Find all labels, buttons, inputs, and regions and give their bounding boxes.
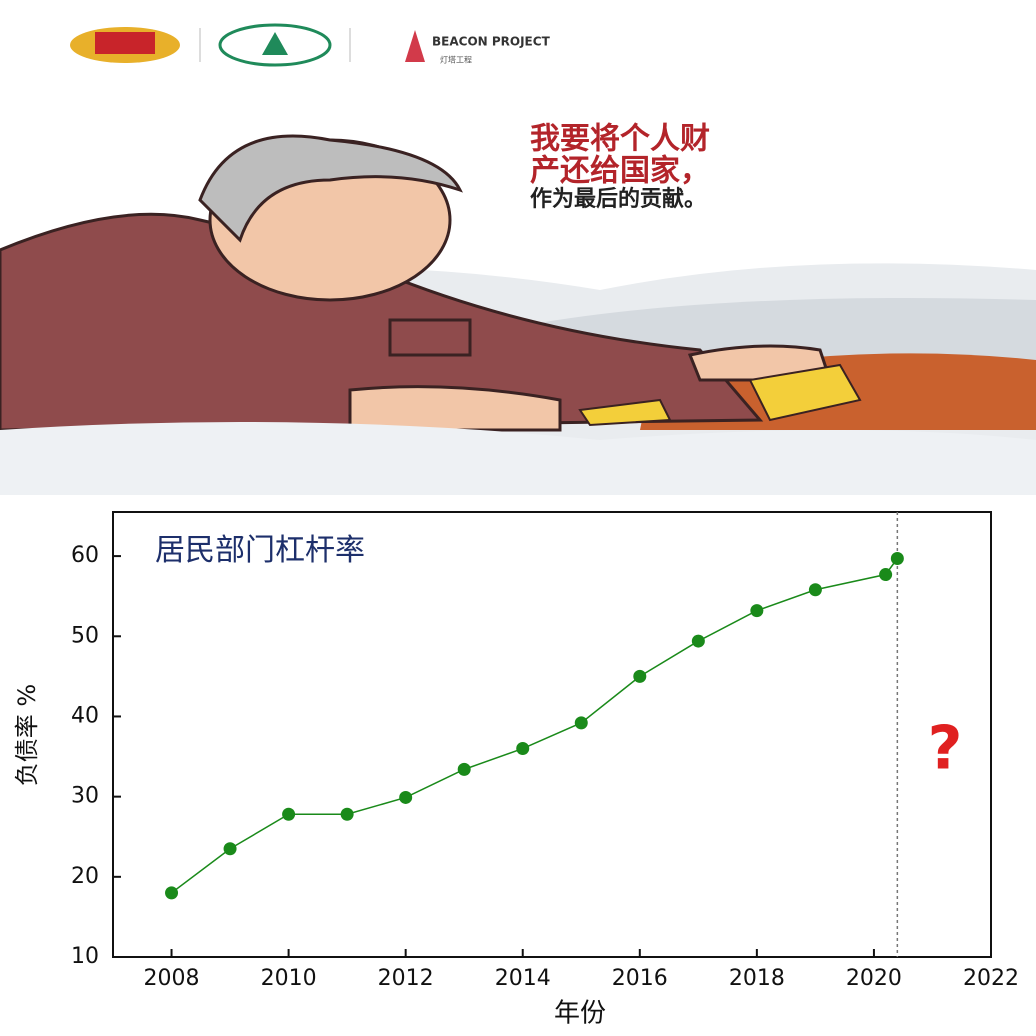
poster-text: 我要将个人财 产还给国家， 作为最后的贡献。 xyxy=(525,122,965,212)
y-tick-label: 10 xyxy=(71,944,99,969)
data-point xyxy=(879,568,893,582)
data-point xyxy=(399,790,413,804)
chart: 居民部门杠杆率 年份 负债率 % 10 20 30 40 50 60 2008 2010 201… xyxy=(13,511,1019,1029)
logo-subtitle: 灯塔工程 xyxy=(440,55,472,65)
logos: BEACON PROJECT 灯塔工程 xyxy=(70,23,551,67)
plot-frame xyxy=(112,511,992,958)
x-tick-label: 2012 xyxy=(378,966,434,991)
data-point xyxy=(633,669,647,683)
data-point xyxy=(516,742,530,756)
y-tick-label: 50 xyxy=(71,623,99,648)
data-point xyxy=(340,807,354,821)
x-tick-label: 2020 xyxy=(846,966,902,991)
chart-title: 居民部门杠杆率 xyxy=(155,533,365,568)
y-tick-label: 40 xyxy=(71,703,99,728)
x-tick-label: 2018 xyxy=(729,966,785,991)
data-point xyxy=(457,762,471,776)
poster-line: 作为最后的贡献。 xyxy=(530,186,706,212)
poster-line: 产还给国家， xyxy=(530,154,710,189)
y-tick-label: 20 xyxy=(71,864,99,889)
data-point xyxy=(750,604,764,618)
x-tick-label: 2022 xyxy=(963,966,1019,991)
y-tick-label: 30 xyxy=(71,784,99,809)
x-tick-label: 2010 xyxy=(261,966,317,991)
data-point xyxy=(282,807,296,821)
data-point xyxy=(223,842,237,856)
series-line xyxy=(171,558,898,894)
x-axis-label: 年份 xyxy=(554,999,606,1029)
x-tick-label: 2014 xyxy=(495,966,551,991)
illustration xyxy=(0,134,1036,495)
y-tick-label: 60 xyxy=(71,543,99,568)
poster-line: 我要将个人财 xyxy=(530,122,710,157)
data-point xyxy=(574,716,588,730)
annotation: ? xyxy=(928,714,963,784)
x-tick-label: 2016 xyxy=(612,966,668,991)
y-axis-label: 负债率 % xyxy=(13,684,41,786)
logo-title: BEACON PROJECT xyxy=(432,35,551,49)
data-point xyxy=(691,634,705,648)
data-point xyxy=(165,886,179,900)
data-point xyxy=(890,552,904,566)
data-point xyxy=(808,583,822,597)
x-tick-label: 2008 xyxy=(144,966,200,991)
